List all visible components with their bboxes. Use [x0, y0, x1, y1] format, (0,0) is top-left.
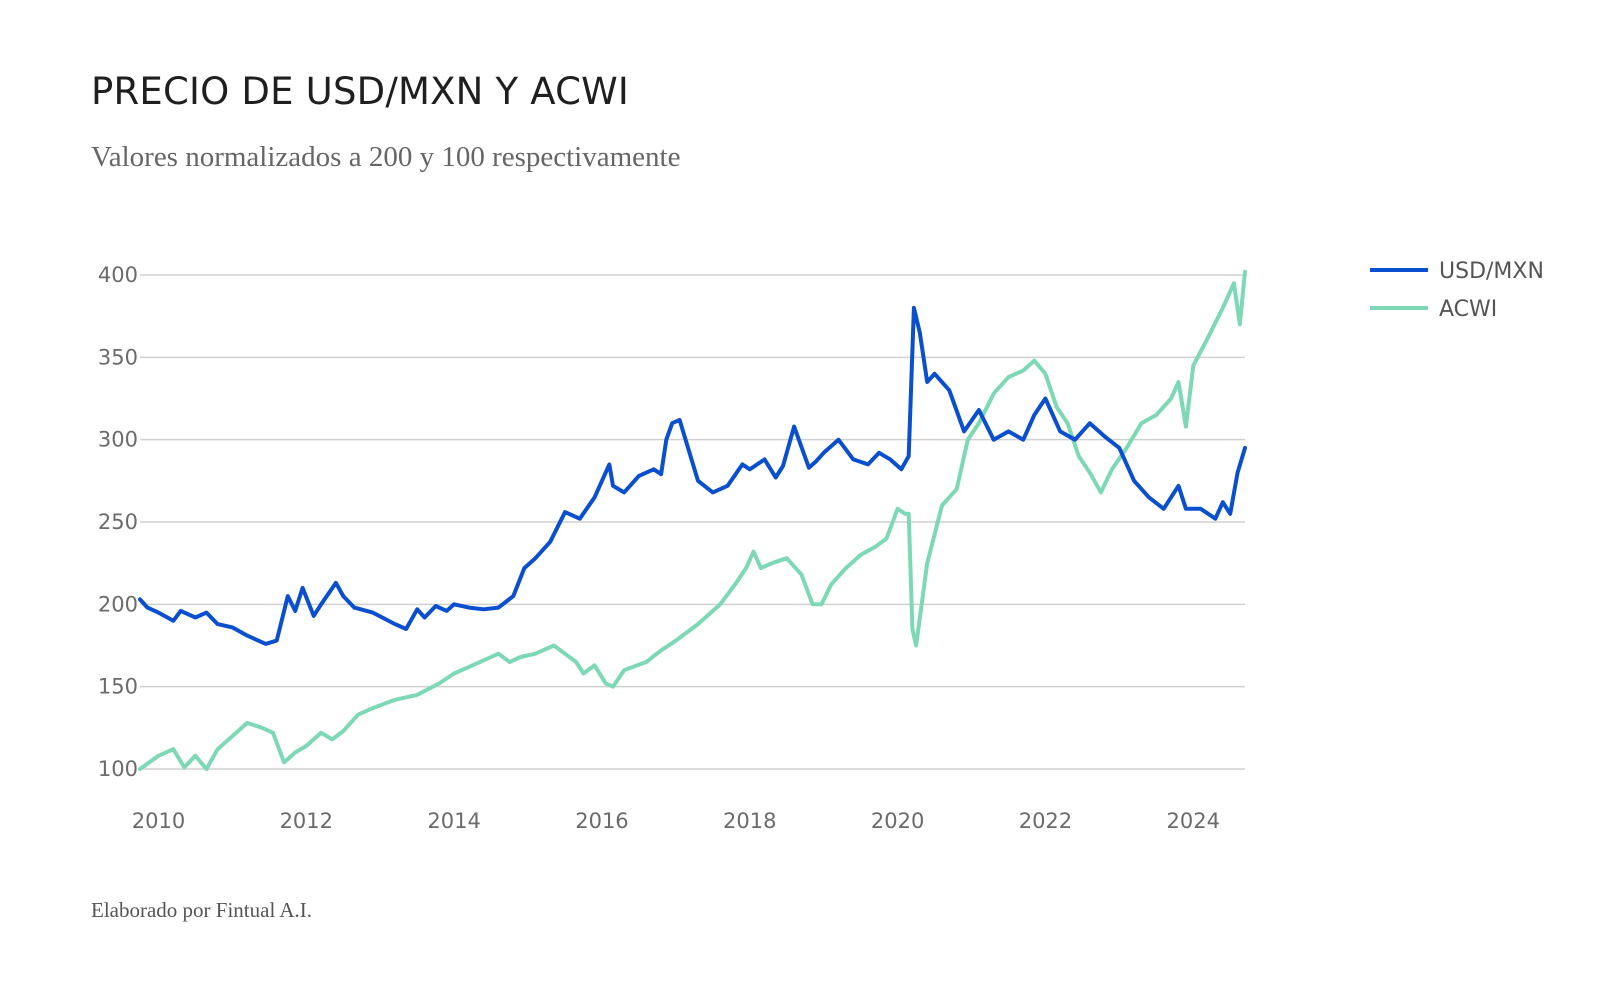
y-tick-label: 400: [98, 263, 138, 287]
x-tick-label: 2014: [427, 809, 480, 833]
y-axis-ticks: 100 150 200 250 300 350 400: [98, 263, 138, 781]
chart-title: PRECIO DE USD/MXN Y ACWI: [91, 70, 630, 113]
x-tick-label: 2016: [575, 809, 628, 833]
legend-label-acwi: ACWI: [1439, 297, 1497, 322]
chart-subtitle: Valores normalizados a 200 y 100 respect…: [91, 141, 681, 173]
y-tick-label: 350: [98, 345, 138, 369]
series-lines: [138, 269, 1247, 771]
grid-lines: [140, 274, 1245, 770]
series-line-usdmxn: [138, 305, 1247, 646]
x-tick-label: 2022: [1019, 809, 1072, 833]
legend-label-usdmxn: USD/MXN: [1439, 259, 1544, 284]
legend: USD/MXN ACWI: [1370, 259, 1544, 322]
x-tick-label: 2010: [132, 809, 185, 833]
y-tick-label: 200: [98, 592, 138, 616]
y-tick-label: 150: [98, 675, 138, 699]
x-tick-label: 2024: [1167, 809, 1220, 833]
y-tick-label: 250: [98, 510, 138, 534]
x-axis-ticks: 2010 2012 2014 2016 2018 2020 2022 2024: [132, 809, 1220, 833]
x-tick-label: 2020: [871, 809, 924, 833]
series-line-acwi: [138, 269, 1247, 771]
footer-credit: Elaborado por Fintual A.I.: [91, 898, 313, 922]
y-tick-label: 300: [98, 428, 138, 452]
y-tick-label: 100: [98, 757, 138, 781]
x-tick-label: 2012: [280, 809, 333, 833]
x-tick-label: 2018: [723, 809, 776, 833]
